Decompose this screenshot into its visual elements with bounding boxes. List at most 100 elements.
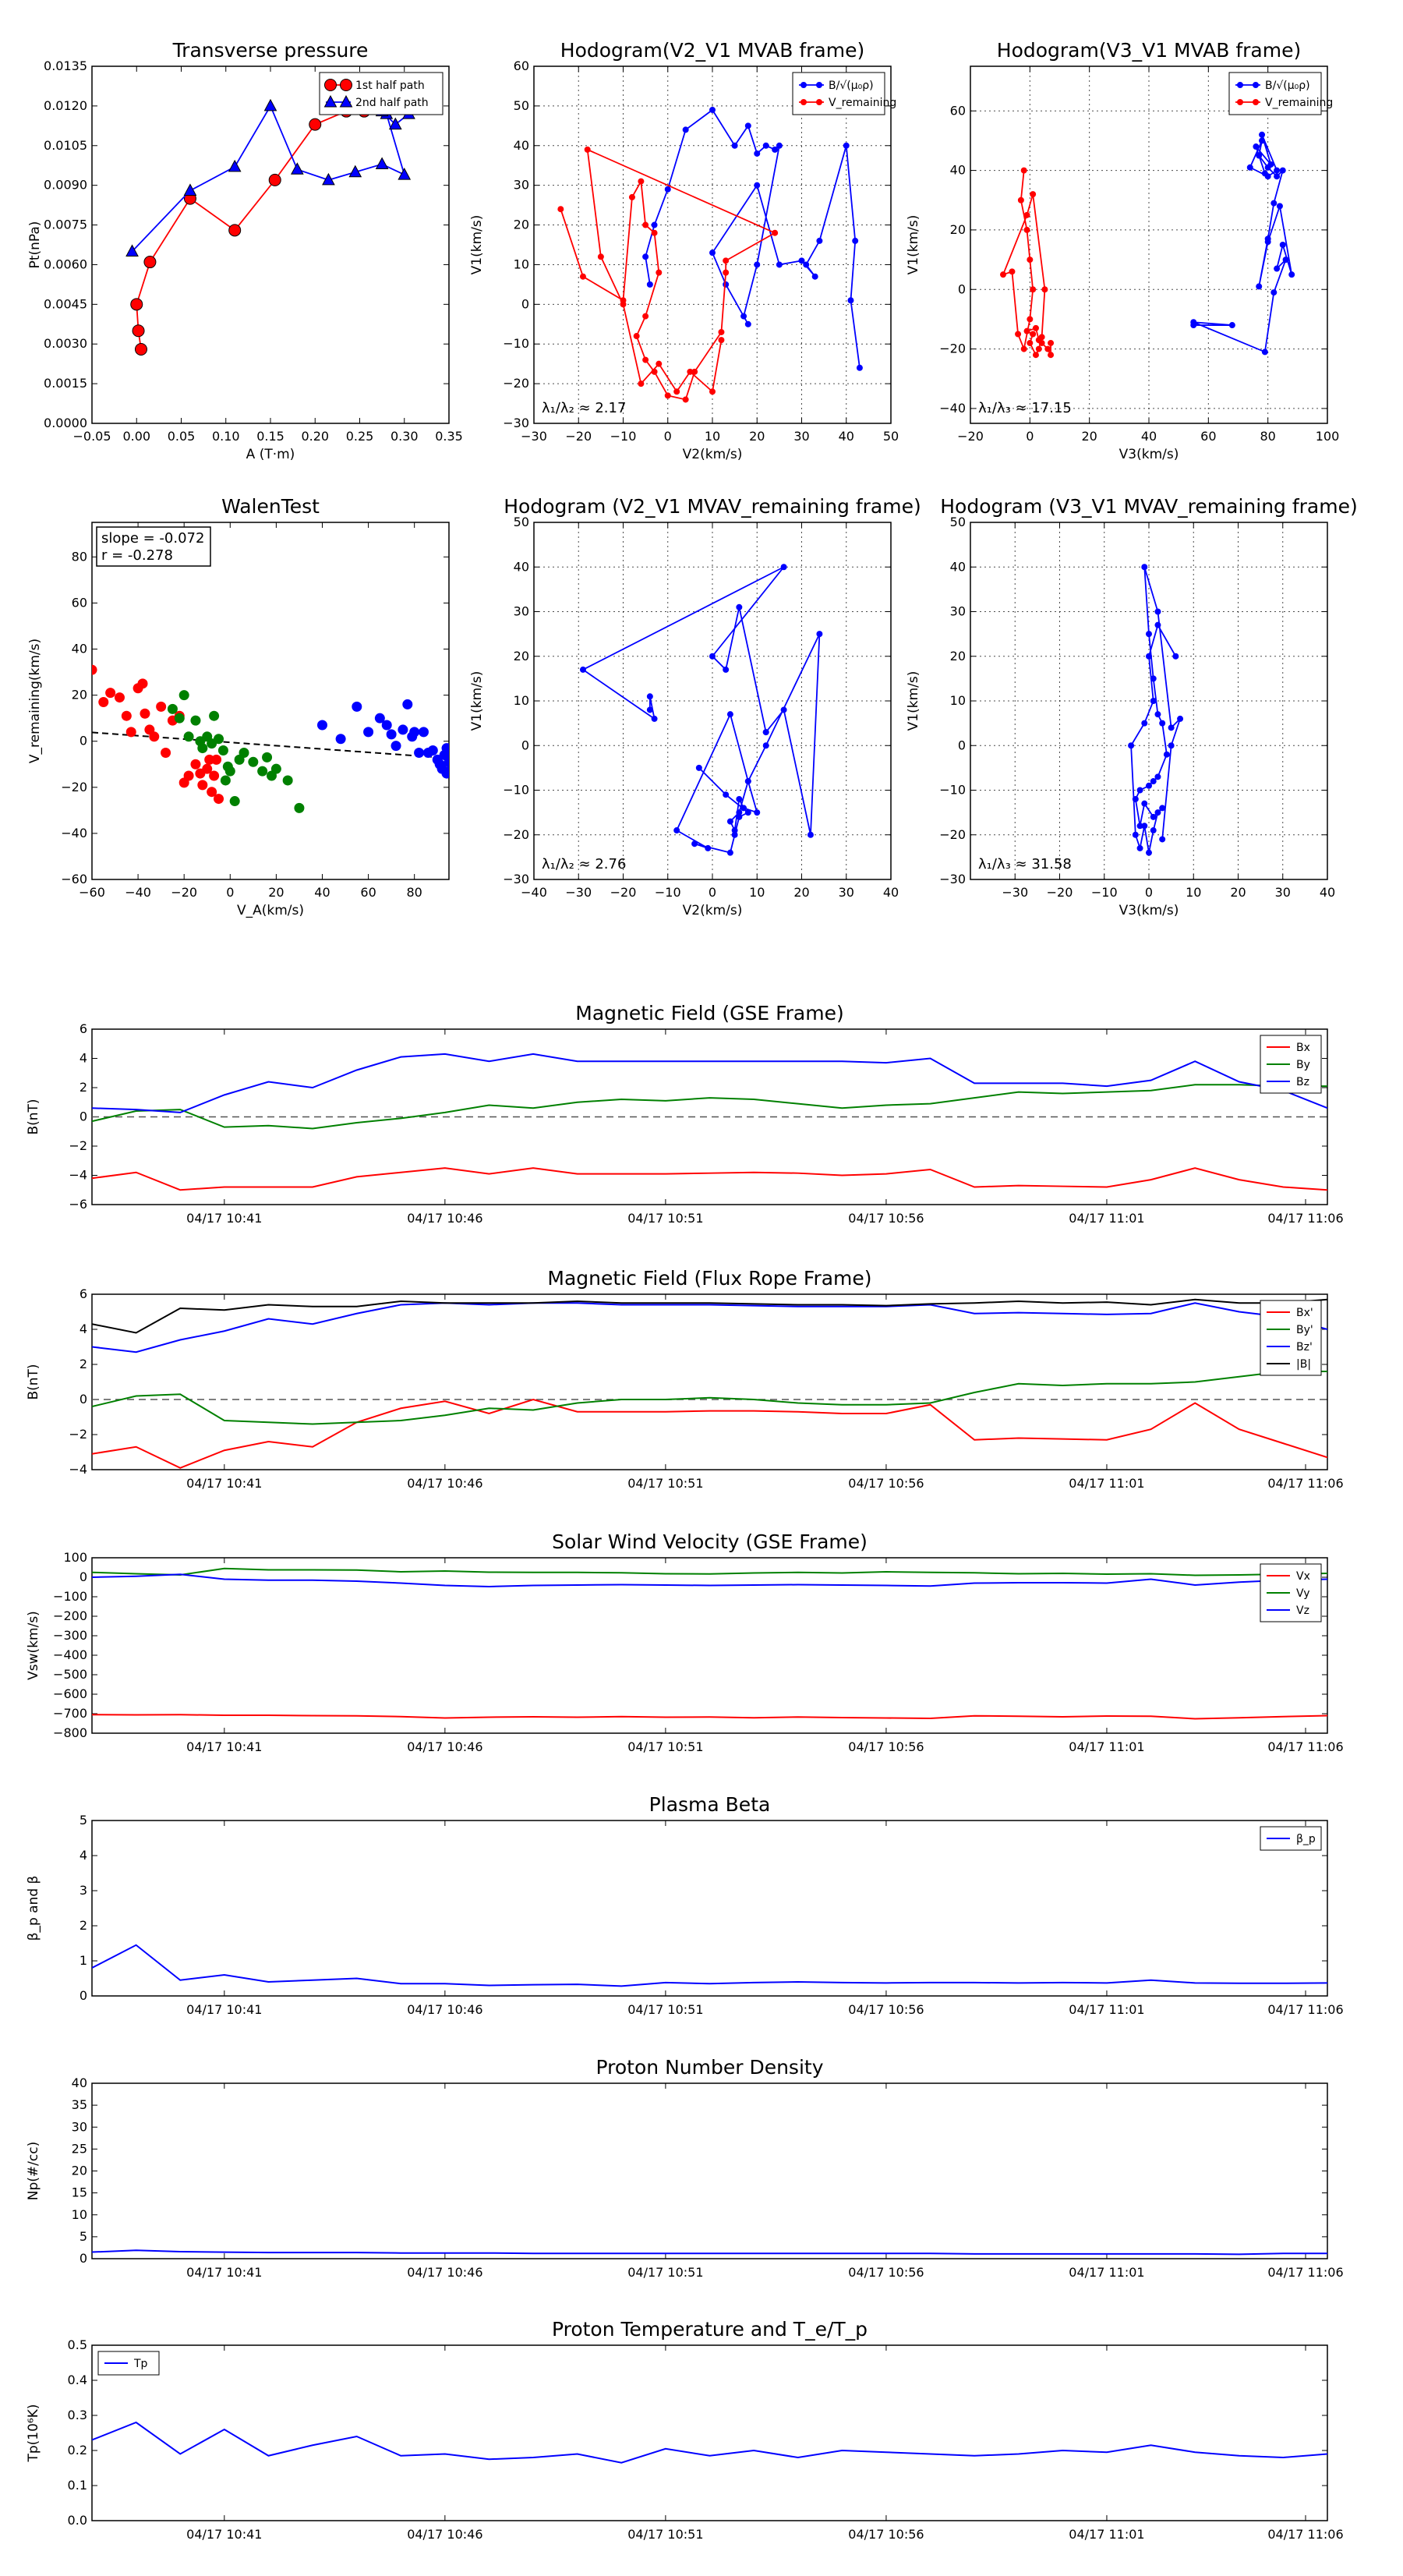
series-line-3 — [92, 1298, 1327, 1334]
y-tick-label: 6 — [80, 1021, 87, 1036]
y-tick-label: 80 — [72, 549, 87, 564]
data-point — [105, 688, 116, 699]
data-point — [1017, 196, 1024, 203]
data-point — [125, 727, 136, 738]
x-tick-label: 0.30 — [391, 429, 419, 444]
chart-title: Magnetic Field (Flux Rope Frame) — [547, 1267, 871, 1290]
x-tick-label: 0.10 — [212, 429, 240, 444]
data-point — [736, 813, 743, 820]
data-point — [1154, 773, 1161, 780]
y-tick-label: 0.4 — [68, 2373, 87, 2387]
data-point — [597, 253, 604, 260]
y-tick-label: 0.0045 — [44, 296, 87, 311]
data-point — [149, 731, 160, 742]
chart-title: Hodogram(V3_V1 MVAB frame) — [997, 39, 1301, 62]
y-tick-label: −2 — [69, 1138, 87, 1153]
data-point — [183, 770, 194, 781]
legend-entry: Vx — [1296, 1570, 1310, 1583]
chart-title: Hodogram (V3_V1 MVAV_remaining frame) — [940, 495, 1358, 518]
stats-line: slope = -0.072 — [101, 530, 204, 547]
axes-frame — [91, 522, 450, 880]
series-line-2 — [92, 1302, 1327, 1353]
data-point — [726, 818, 733, 825]
data-point — [557, 206, 564, 213]
x-tick-label: 04/17 11:01 — [1069, 1739, 1144, 1754]
chart-hodo4: Hodogram (V3_V1 MVAV_remaining frame) −30… — [906, 495, 1358, 918]
y-axis-label: V1(km/s) — [469, 671, 485, 731]
x-tick-label: 04/17 10:51 — [627, 1211, 703, 1226]
data-point — [1023, 211, 1030, 218]
data-point — [754, 809, 761, 816]
data-point — [1141, 720, 1148, 727]
x-tick-label: 04/17 10:51 — [627, 2527, 703, 2542]
legend: Vx Vy Vz — [1260, 1563, 1322, 1622]
x-tick-label: 04/17 10:46 — [407, 2527, 482, 2542]
y-axis-label: V1(km/s) — [469, 215, 485, 275]
series-line-0 — [92, 1167, 1327, 1191]
data-point — [1027, 257, 1034, 264]
data-point — [1132, 795, 1139, 802]
data-point — [391, 741, 401, 752]
y-tick-label: −300 — [53, 1628, 87, 1643]
data-point — [651, 229, 658, 236]
x-tick-label: 04/17 10:46 — [407, 1211, 482, 1226]
data-point — [1146, 631, 1152, 638]
data-point — [811, 273, 818, 280]
legend-entry: V_remaining — [1265, 97, 1333, 109]
eigenvalue-ratio: λ₁/λ₃ ≈ 17.15 — [978, 400, 1072, 416]
data-point — [352, 701, 362, 712]
data-point — [418, 727, 429, 738]
axes-frame — [91, 1293, 1328, 1470]
plot-area — [92, 664, 449, 813]
data-point — [197, 780, 208, 791]
y-tick-label: 40 — [514, 559, 529, 574]
series-line-1 — [560, 148, 777, 401]
data-point — [772, 229, 779, 236]
data-point — [239, 747, 249, 758]
x-tick-label: 04/17 11:06 — [1267, 2265, 1343, 2280]
data-point — [1038, 339, 1045, 346]
data-point — [1136, 823, 1143, 830]
y-tick-label: 60 — [72, 595, 87, 610]
series-line-1 — [92, 1567, 1327, 1576]
series-line-0 — [645, 108, 861, 368]
data-point — [1020, 167, 1027, 174]
data-point — [161, 747, 171, 758]
y-tick-label: 0.0 — [68, 2513, 87, 2528]
data-point — [207, 787, 217, 798]
data-point — [1154, 608, 1161, 615]
data-point — [1150, 698, 1157, 704]
legend: Bx' By' Bz' |B| — [1260, 1300, 1322, 1376]
data-point — [441, 743, 449, 754]
x-axis-label: A (T·m) — [246, 447, 295, 462]
x-tick-label: 04/17 11:01 — [1069, 1476, 1144, 1491]
legend-entry: Bx' — [1296, 1307, 1313, 1319]
data-point — [409, 727, 420, 738]
data-point — [656, 360, 663, 367]
data-point — [744, 320, 751, 327]
data-point — [776, 142, 783, 149]
y-tick-label: 20 — [514, 218, 529, 232]
eigenvalue-ratio: λ₁/λ₃ ≈ 31.58 — [978, 856, 1072, 872]
x-tick-label: −20 — [565, 429, 592, 444]
legend-swatch-marker — [340, 79, 352, 91]
y-axis-label: B(nT) — [26, 1364, 41, 1399]
y-tick-label: −10 — [503, 336, 529, 351]
data-point — [398, 168, 412, 180]
data-point — [754, 182, 761, 189]
legend-swatch-marker — [1237, 99, 1243, 105]
y-tick-label: −400 — [53, 1647, 87, 1662]
series-line-1 — [1002, 170, 1051, 357]
series-line-0 — [92, 1944, 1327, 1987]
chart-title: Transverse pressure — [172, 39, 369, 62]
data-point — [125, 244, 139, 257]
data-point — [220, 775, 231, 786]
data-point — [754, 261, 761, 268]
series-line-0 — [92, 1398, 1327, 1469]
data-point — [134, 343, 147, 356]
y-tick-label: 25 — [72, 2141, 87, 2156]
y-tick-label: −4 — [69, 1462, 87, 1477]
data-point — [263, 98, 277, 111]
y-tick-label: 35 — [72, 2097, 87, 2112]
x-tick-label: 0 — [1026, 429, 1034, 444]
